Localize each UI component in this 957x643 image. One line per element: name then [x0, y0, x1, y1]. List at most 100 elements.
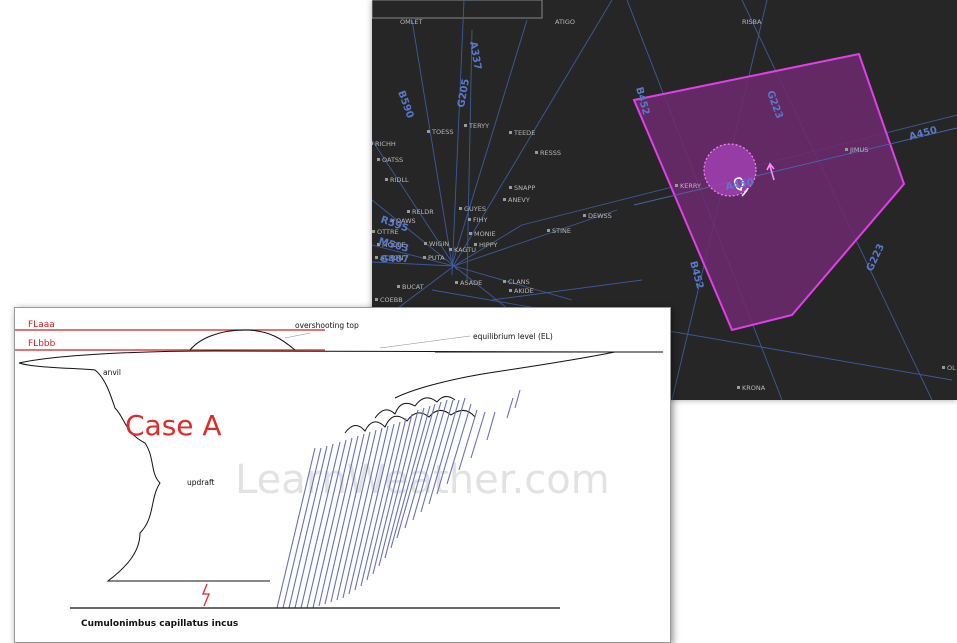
waypoint-label: TOESS	[431, 128, 453, 136]
airway-label: G205	[456, 78, 472, 109]
waypoint-label: STINE	[552, 227, 571, 235]
waypoint-label: AKIDE	[514, 287, 534, 295]
waypoint-marker[interactable]	[407, 210, 410, 213]
waypoint-marker[interactable]	[503, 280, 506, 283]
map-top-label: OMLET	[400, 18, 422, 26]
waypoint-marker[interactable]	[377, 243, 380, 246]
overshooting-top-dome	[189, 329, 296, 351]
waypoint-marker[interactable]	[942, 366, 945, 369]
waypoint-marker[interactable]	[455, 281, 458, 284]
cyclone-tail-icon	[741, 187, 749, 197]
waypoint-marker[interactable]	[397, 285, 400, 288]
waypoint-label: SNAPP	[514, 184, 535, 192]
waypoint-marker[interactable]	[468, 218, 471, 221]
airway-lines	[372, 0, 957, 400]
equilibrium-pointer	[379, 335, 471, 349]
waypoint-marker[interactable]	[375, 298, 378, 301]
diagram-canvas: LearnWeather.com FLaaa FLbbb overshootin…	[15, 320, 663, 629]
waypoint-label: ASADE	[460, 279, 482, 287]
waypoint-marker[interactable]	[377, 158, 380, 161]
waypoint-marker[interactable]	[509, 289, 512, 292]
airway-a450-line	[633, 127, 957, 206]
waypoint-label: KERRY	[680, 182, 701, 190]
cyclone-symbol-icon	[733, 177, 744, 191]
mammatus-curves-upper	[374, 396, 456, 419]
map-top-frame	[372, 0, 543, 19]
waypoint-label: OTTRE	[377, 228, 399, 236]
airway-label: G467	[380, 254, 409, 265]
waypoint-label: WIGIN	[429, 240, 449, 248]
waypoint-marker[interactable]	[503, 198, 506, 201]
waypoint-label: ANEVY	[508, 196, 530, 204]
waypoint-marker[interactable]	[675, 184, 678, 187]
fl-aaa-label: FLaaa	[28, 320, 55, 330]
waypoint-marker[interactable]	[449, 248, 452, 251]
waypoint-label: HIPPY	[479, 241, 498, 249]
overshooting-top-label: overshooting top	[295, 321, 359, 330]
mammatus-curves	[344, 410, 476, 434]
waypoint-label: OATSS	[382, 156, 403, 164]
cloud-body-outline	[18, 362, 270, 582]
case-a-label: Case A	[125, 409, 222, 442]
thunderstorm-diagram: LearnWeather.com FLaaa FLbbb overshootin…	[14, 307, 671, 643]
waypoint-marker[interactable]	[509, 131, 512, 134]
waypoint-label: TERYY	[468, 122, 489, 130]
waypoint-marker[interactable]	[845, 148, 848, 151]
lightning-bolt-icon	[202, 583, 210, 607]
waypoint-marker[interactable]	[459, 207, 462, 210]
waypoint-marker[interactable]	[547, 229, 550, 232]
waypoint-label: RIDLL	[390, 176, 409, 184]
waypoint-label: KRONA	[742, 384, 766, 392]
updraft-label: updraft	[187, 478, 214, 487]
anvil-label: anvil	[103, 368, 121, 377]
waypoint-label: DEWSS	[588, 212, 612, 220]
restricted-airspace-polygon[interactable]	[632, 52, 906, 332]
airway-label: A337	[467, 41, 483, 71]
waypoint-marker[interactable]	[535, 151, 538, 154]
waypoint-marker[interactable]	[509, 186, 512, 189]
waypoint-label: RICHH	[375, 140, 396, 148]
waypoint-label: OL	[947, 364, 956, 372]
airway-label: A450	[725, 177, 755, 193]
waypoint-marker[interactable]	[464, 124, 467, 127]
waypoint-marker[interactable]	[391, 219, 394, 222]
precipitation-shafts	[276, 389, 521, 609]
waypoint-label: BUCAT	[402, 283, 424, 291]
waypoint-marker[interactable]	[737, 386, 740, 389]
waypoint-marker[interactable]	[385, 178, 388, 181]
waypoint-marker[interactable]	[424, 242, 427, 245]
waypoint-marker[interactable]	[469, 232, 472, 235]
watermark-text: LearnWeather.com	[235, 457, 610, 503]
waypoint-label: CLANS	[508, 278, 530, 286]
diagram-caption: Cumulonimbus capillatus incus	[81, 619, 238, 629]
waypoint-marker[interactable]	[372, 142, 373, 145]
equilibrium-level-label: equilibrium level (EL)	[473, 332, 553, 341]
waypoint-label: FIHY	[473, 216, 488, 224]
waypoint-label: JIMUS	[849, 146, 868, 154]
waypoint-label: TEEDE	[513, 129, 535, 137]
anvil-outline	[18, 350, 616, 399]
waypoint-marker[interactable]	[423, 256, 426, 259]
waypoint-label: COEBB	[380, 296, 403, 304]
waypoint-marker[interactable]	[474, 243, 477, 246]
waypoint-marker[interactable]	[583, 214, 586, 217]
waypoint-label: RELDR	[412, 208, 434, 216]
storm-motion-arrow-icon	[766, 162, 775, 181]
waypoint-label: GUYES	[464, 205, 486, 213]
map-text-layer: OMLET ATIGO RISBA RICHH TOESS TERYY TEEDE OATSS…	[372, 18, 956, 392]
waypoint-label: MOGLE	[382, 241, 406, 249]
map-top-label: ATIGO	[555, 18, 575, 26]
fl-bbb-label: FLbbb	[28, 339, 56, 349]
waypoint-marker[interactable]	[375, 256, 378, 259]
map-top-label: RISBA	[742, 18, 762, 26]
waypoint-label: RESSS	[540, 149, 561, 157]
waypoint-label: PUTA	[428, 254, 445, 262]
waypoint-label: KAGTU	[454, 246, 476, 254]
waypoint-label: MONIE	[474, 230, 496, 238]
overshooting-top-pointer	[284, 332, 311, 339]
waypoint-marker[interactable]	[372, 230, 375, 233]
waypoint-label: ACRON	[380, 254, 404, 262]
waypoint-marker[interactable]	[427, 130, 430, 133]
airspace-map: OMLET ATIGO RISBA RICHH TOESS TERYY TEEDE OATSS…	[372, 0, 957, 400]
waypoint-label: OAWS	[396, 217, 416, 225]
